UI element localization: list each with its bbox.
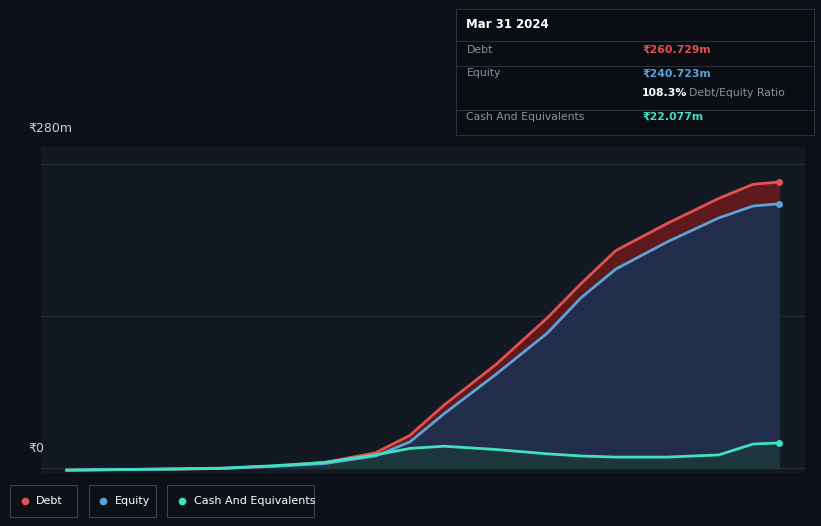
- Text: Debt: Debt: [466, 45, 493, 55]
- FancyBboxPatch shape: [10, 485, 77, 517]
- Text: Debt: Debt: [36, 496, 63, 506]
- Text: Mar 31 2024: Mar 31 2024: [466, 18, 549, 31]
- Text: ₹22.077m: ₹22.077m: [642, 112, 704, 122]
- Text: ₹0: ₹0: [29, 442, 44, 454]
- Text: Debt/Equity Ratio: Debt/Equity Ratio: [689, 88, 785, 98]
- Text: ₹260.729m: ₹260.729m: [642, 45, 711, 55]
- Text: Cash And Equivalents: Cash And Equivalents: [194, 496, 315, 506]
- Text: 108.3%: 108.3%: [642, 88, 688, 98]
- Text: ₹240.723m: ₹240.723m: [642, 68, 711, 78]
- Text: Equity: Equity: [115, 496, 150, 506]
- Text: Equity: Equity: [466, 68, 501, 78]
- Text: Cash And Equivalents: Cash And Equivalents: [466, 112, 585, 122]
- FancyBboxPatch shape: [89, 485, 156, 517]
- Text: ₹280m: ₹280m: [29, 123, 73, 135]
- FancyBboxPatch shape: [167, 485, 314, 517]
